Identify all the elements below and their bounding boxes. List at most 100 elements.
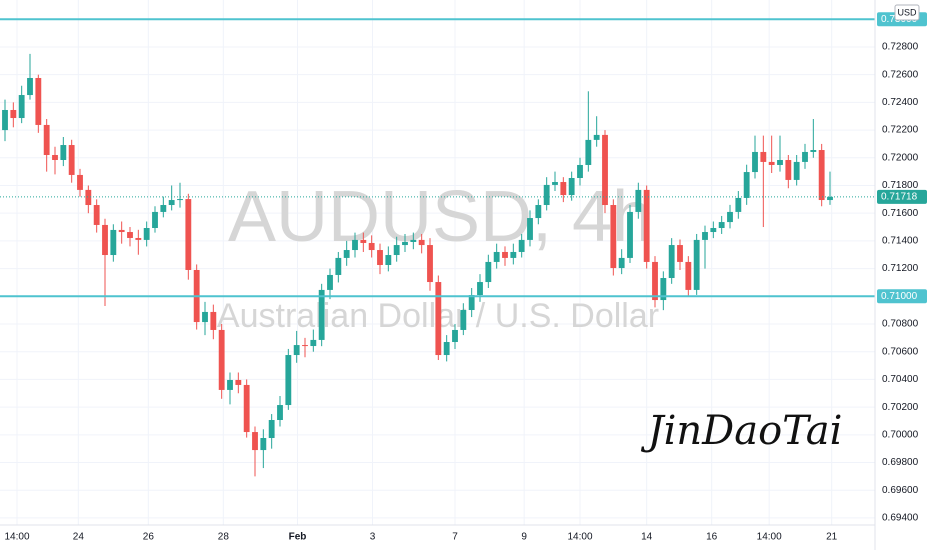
price-level-tag xyxy=(877,289,927,304)
candle-body xyxy=(460,310,467,330)
candle-body xyxy=(243,384,250,433)
candle-body xyxy=(418,239,425,246)
candle-body xyxy=(743,172,750,198)
candle-body xyxy=(143,228,150,240)
candle-body xyxy=(810,150,817,152)
candle-body xyxy=(52,155,58,160)
candle-body xyxy=(185,199,192,270)
x-tick-label: 24 xyxy=(73,532,85,543)
candle-body xyxy=(535,205,542,219)
candle-body xyxy=(335,257,342,275)
candle-body xyxy=(777,159,783,165)
candle-body xyxy=(135,237,142,240)
candle-body xyxy=(410,239,417,242)
currency-box xyxy=(894,4,920,21)
candle-body xyxy=(635,189,642,212)
candle-body xyxy=(577,164,583,179)
candle-body xyxy=(160,205,167,212)
x-tick-label: 14:00 xyxy=(757,532,782,543)
x-tick-label: 3 xyxy=(370,532,376,543)
candle-body xyxy=(485,261,492,283)
candle-body xyxy=(27,77,33,96)
candle-body xyxy=(468,295,475,311)
candle-body xyxy=(718,222,725,229)
y-tick-label: 0.72200 xyxy=(882,125,919,136)
candle-body xyxy=(327,274,333,290)
candle-body xyxy=(818,150,825,201)
x-tick-label: 28 xyxy=(218,532,230,543)
candle-body xyxy=(168,200,175,206)
candle-body xyxy=(735,197,742,212)
candle-body xyxy=(443,342,450,356)
y-tick-label: 0.72000 xyxy=(882,152,919,163)
candle-body xyxy=(402,241,408,246)
y-tick-label: 0.72600 xyxy=(882,69,919,80)
candle-body xyxy=(518,239,525,252)
candle-body xyxy=(18,95,25,119)
y-tick-label: 0.70600 xyxy=(882,346,919,357)
candle-body xyxy=(768,161,775,165)
x-tick-label: 26 xyxy=(143,532,155,543)
candle-body xyxy=(360,239,367,243)
candle-body xyxy=(610,205,617,269)
candle-body xyxy=(618,257,625,269)
price-level-label: 0.71000 xyxy=(881,291,918,302)
currency: USD xyxy=(897,7,917,17)
y-tick-label: 0.71400 xyxy=(882,236,919,247)
candle-body xyxy=(560,182,567,196)
candle-body xyxy=(127,232,133,238)
candle-body xyxy=(752,151,758,173)
labels: 0.72800 0.72600 0.72400 0.72200 0.72000 0.718… xyxy=(4,12,927,543)
y-tick-label: 0.71800 xyxy=(882,180,919,191)
candle-body xyxy=(210,311,217,330)
candle-body xyxy=(543,184,550,206)
candle-body xyxy=(427,245,433,283)
y-tick-label: 0.69800 xyxy=(882,457,919,468)
candle-body xyxy=(318,289,325,340)
x-tick-label: 14:00 xyxy=(4,532,29,543)
candle-body xyxy=(785,159,792,180)
candle-body xyxy=(227,379,233,390)
grid xyxy=(0,0,875,525)
x-tick-label: 21 xyxy=(826,532,838,543)
candle-body xyxy=(643,189,650,262)
x-tick-label: Feb xyxy=(289,532,307,543)
candle-body xyxy=(43,124,50,156)
y-tick-label: 0.72800 xyxy=(882,42,919,53)
candle-body xyxy=(77,174,83,190)
x-tick-label: 16 xyxy=(706,532,718,543)
candle-body xyxy=(793,161,800,180)
candle-body xyxy=(677,245,683,262)
candle-body xyxy=(827,196,833,201)
y-tick-label: 0.69600 xyxy=(882,485,919,496)
signature: JinDaoTai xyxy=(641,408,843,454)
y-tick-label: 0.70400 xyxy=(882,374,919,385)
candle-body xyxy=(760,151,767,162)
candle-body xyxy=(527,218,533,240)
x-tick-label: 14:00 xyxy=(567,532,592,543)
y-tick-label: 0.71600 xyxy=(882,208,919,219)
y-tick-label: 0.70800 xyxy=(882,319,919,330)
candle-body xyxy=(302,345,308,347)
candle-body xyxy=(685,261,692,290)
last-price-label: 0.71718 xyxy=(881,191,918,202)
candle-body xyxy=(368,242,375,251)
candle-body xyxy=(218,329,225,390)
candle-body xyxy=(152,211,158,229)
candle-body xyxy=(660,278,667,301)
candle-body xyxy=(310,339,317,347)
candle-body xyxy=(435,282,442,356)
candle-body xyxy=(552,182,558,185)
candle-body xyxy=(585,139,592,165)
candle-body xyxy=(393,245,400,256)
candle-body xyxy=(102,224,108,256)
candle-body xyxy=(68,145,75,175)
x-tick-label: 9 xyxy=(521,532,527,543)
marks xyxy=(0,18,875,477)
candle-body xyxy=(110,229,117,256)
candle-body xyxy=(293,345,300,356)
candle-body xyxy=(502,251,508,258)
candle-body xyxy=(652,261,658,301)
candle-body xyxy=(93,205,100,225)
